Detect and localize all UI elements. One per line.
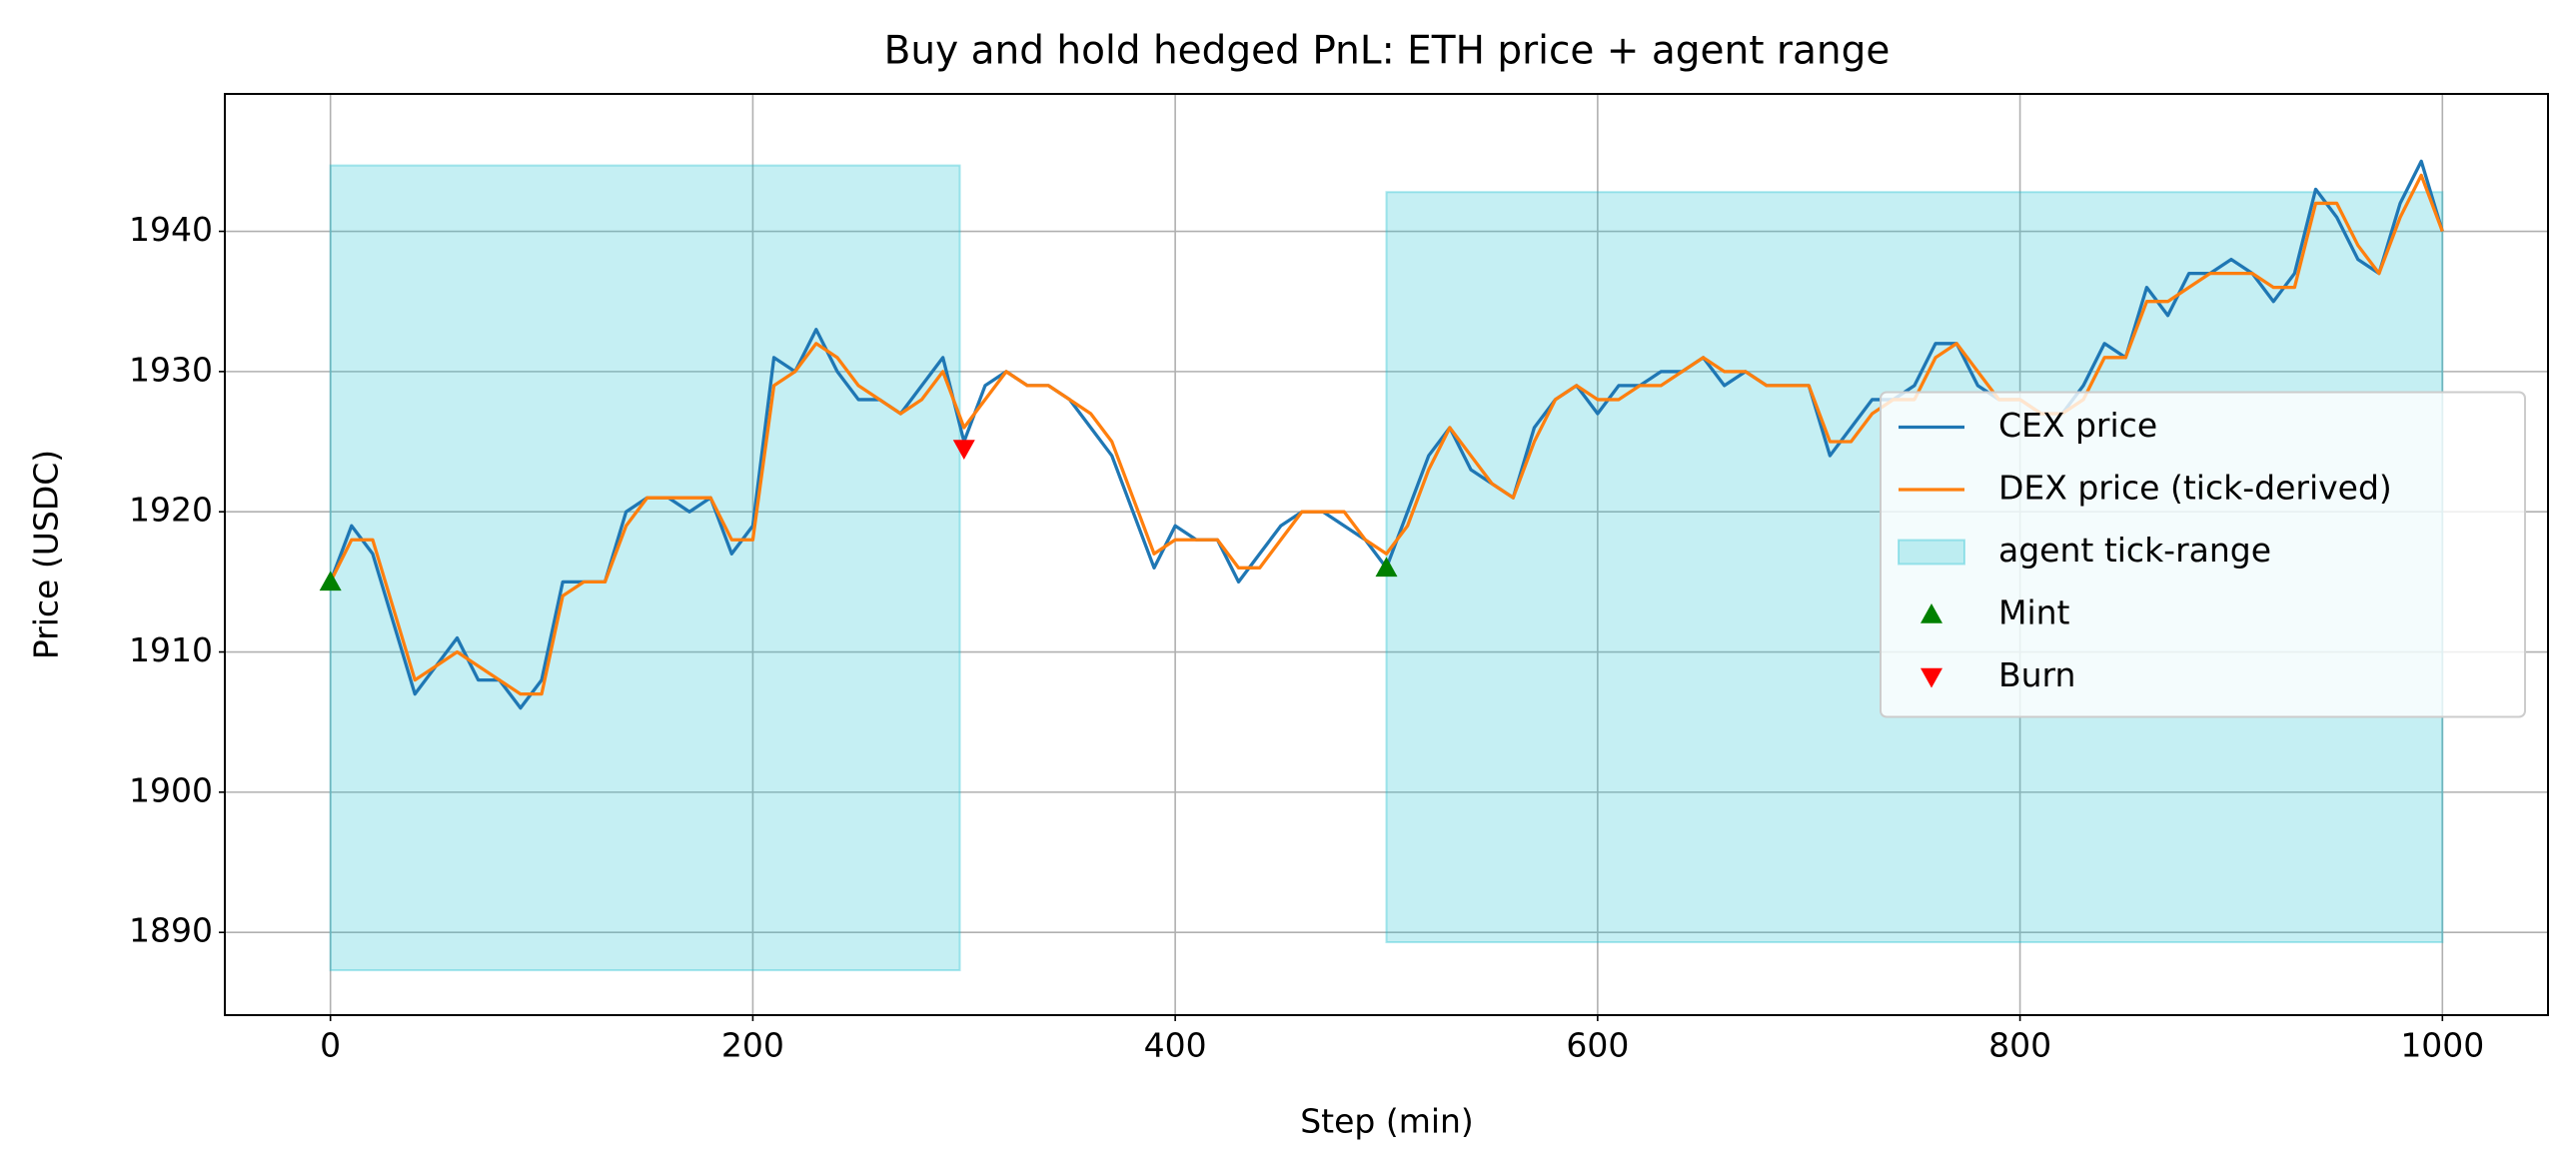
burn-marker bbox=[952, 440, 975, 461]
legend-swatch bbox=[1921, 667, 1942, 688]
legend: CEX price DEX price (tick-derived) agent t… bbox=[1880, 391, 2526, 718]
y-tick-label: 1910 bbox=[129, 630, 213, 669]
x-tick-label: 800 bbox=[1988, 1026, 2051, 1065]
price-line bbox=[329, 173, 2444, 696]
x-tick-label: 1000 bbox=[2400, 1026, 2484, 1065]
y-tick-label: 1940 bbox=[129, 210, 213, 249]
y-axis-label: Price (USDC) bbox=[27, 450, 66, 659]
chart-title: Buy and hold hedged PnL: ETH price + age… bbox=[884, 29, 1891, 74]
legend-label: agent tick-range bbox=[1998, 531, 2271, 570]
x-tick-label: 600 bbox=[1566, 1026, 1629, 1065]
plot-frame bbox=[224, 93, 2549, 1016]
legend-label: Mint bbox=[1998, 593, 2070, 632]
y-tick-label: 1900 bbox=[129, 770, 213, 809]
x-tick-label: 200 bbox=[721, 1026, 784, 1065]
legend-box bbox=[1880, 391, 2526, 718]
legend-swatch bbox=[1921, 603, 1942, 623]
mint-marker bbox=[1375, 557, 1398, 578]
mint-marker bbox=[319, 571, 342, 591]
legend-label: DEX price (tick-derived) bbox=[1998, 469, 2392, 508]
y-tick-label: 1920 bbox=[129, 491, 213, 530]
y-tick-label: 1890 bbox=[129, 911, 213, 950]
legend-swatch bbox=[1898, 539, 1965, 566]
legend-label: Burn bbox=[1998, 655, 2075, 694]
x-tick-label: 0 bbox=[320, 1026, 341, 1065]
x-axis-label: Step (min) bbox=[1300, 1102, 1474, 1141]
x-tick-label: 400 bbox=[1144, 1026, 1207, 1065]
range-band bbox=[329, 164, 961, 972]
y-tick-label: 1930 bbox=[129, 350, 213, 389]
legend-label: CEX price bbox=[1998, 406, 2157, 445]
